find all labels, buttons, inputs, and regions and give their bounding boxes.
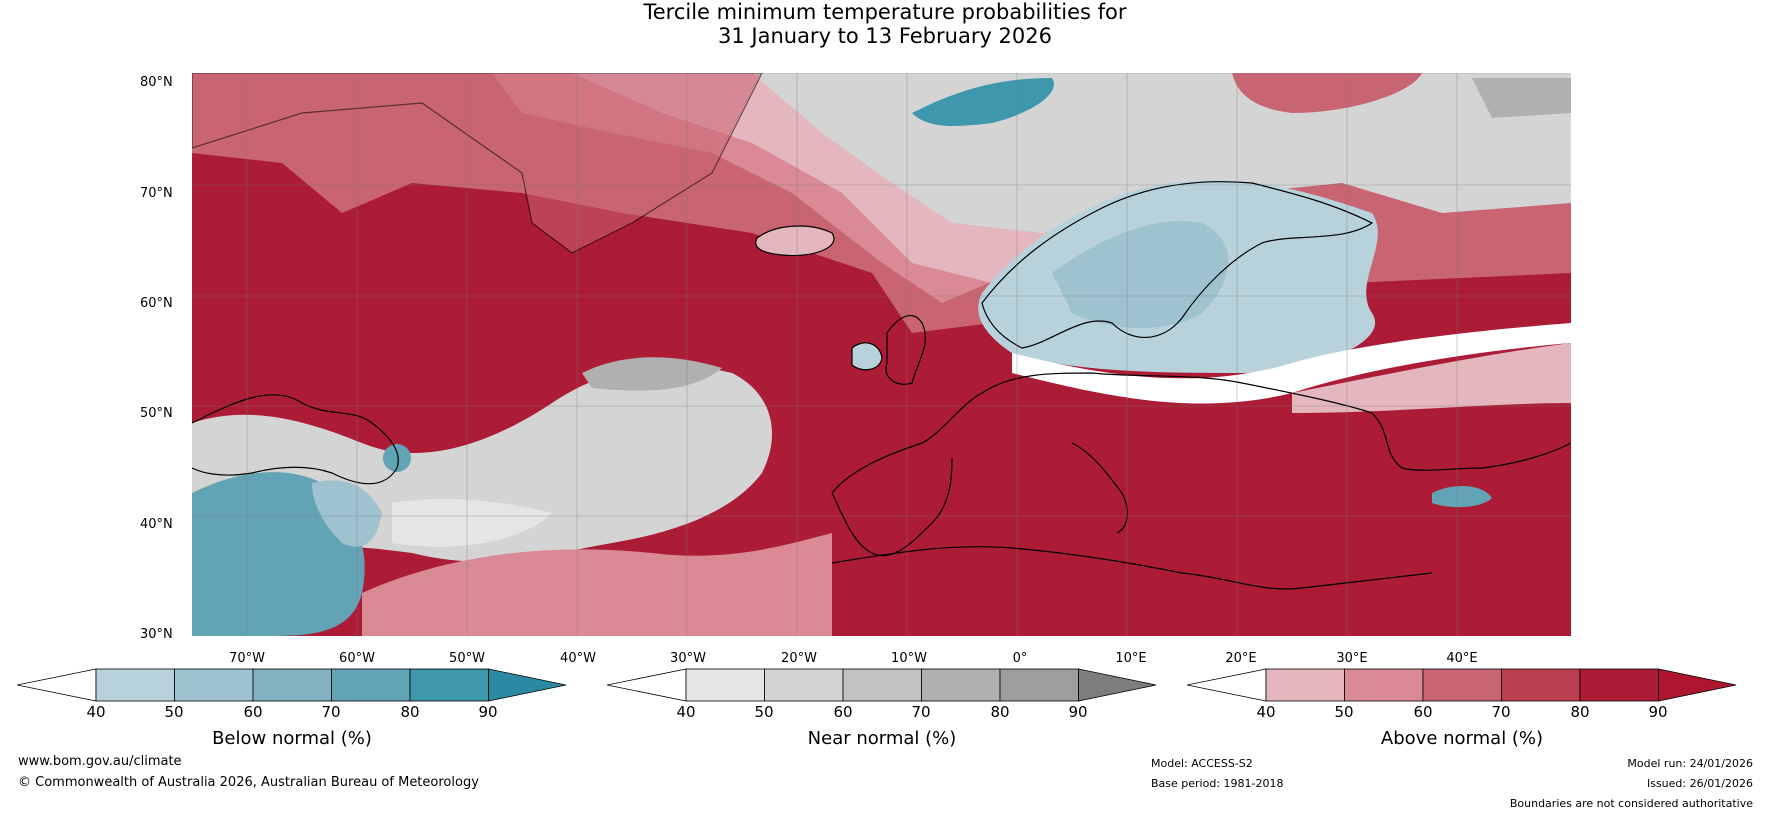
region-below-svalbard: [912, 78, 1054, 126]
bom-climate-link[interactable]: www.bom.gov.au/climate: [18, 754, 182, 769]
colorbar-near-tick: 50: [754, 703, 774, 721]
colorbar-below-seg-5: [409, 668, 489, 702]
map-canvas: [192, 73, 1571, 636]
colorbar-above-tick: 40: [1256, 703, 1276, 721]
lon-label-40w: 40°W: [560, 651, 596, 666]
colorbar-near-seg-3: [842, 668, 922, 702]
lat-label-30n: 30°N: [140, 627, 173, 642]
colorbar-below-seg-1: [95, 668, 175, 702]
model-run-text: Model run: 24/01/2026: [1627, 757, 1753, 770]
region-near-arctic-dark: [1472, 78, 1571, 118]
colorbar-above-extend-high: [1658, 668, 1737, 702]
lon-label-10e: 10°E: [1115, 651, 1147, 666]
colorbar-above-tick: 50: [1334, 703, 1354, 721]
colorbar-below-tick: 80: [400, 703, 420, 721]
colorbar-above-seg-4: [1501, 668, 1581, 702]
colorbar-below-seg-4: [331, 668, 411, 702]
colorbar-near-extend-low: [607, 668, 687, 702]
colorbar-near-seg-5: [999, 668, 1079, 702]
colorbar-near-tick: 90: [1068, 703, 1088, 721]
colorbar-above-tick: 60: [1413, 703, 1433, 721]
copyright-text: © Commonwealth of Australia 2026, Austra…: [18, 775, 479, 790]
colorbar-below-label: Below normal (%): [212, 728, 372, 749]
colorbar-near-seg-2: [764, 668, 844, 702]
land-greenland: [192, 73, 763, 254]
title-line-2: 31 January to 13 February 2026: [717, 24, 1052, 48]
lon-label-10w: 10°W: [891, 651, 927, 666]
region-above-40-east: [1292, 343, 1571, 413]
colorbar-above-seg-1: [1265, 668, 1345, 702]
model-text: Model: ACCESS-S2: [1151, 757, 1253, 770]
colorbar-below: [17, 668, 567, 702]
colorbar-near: [607, 668, 1157, 702]
colorbar-near-tick: 70: [911, 703, 931, 721]
colorbar-above-seg-5: [1579, 668, 1659, 702]
colorbar-below-tick: 90: [478, 703, 498, 721]
colorbar-near-tick: 40: [676, 703, 696, 721]
colorbar-above-label: Above normal (%): [1380, 728, 1544, 749]
colorbar-above-seg-2: [1344, 668, 1424, 702]
lon-label-50w: 50°W: [449, 651, 485, 666]
colorbar-below-tick: 50: [164, 703, 184, 721]
colorbar-above-seg-3: [1422, 668, 1502, 702]
land-ireland: [851, 342, 883, 371]
region-below-scandinavia-mid: [1052, 221, 1229, 328]
disclaimer-text: Boundaries are not considered authoritat…: [1509, 797, 1753, 810]
colorbar-below-seg-3: [252, 668, 332, 702]
title-line-1: Tercile minimum temperature probabilitie…: [643, 0, 1127, 24]
colorbar-above: [1187, 668, 1737, 702]
region-below-caucasus: [1432, 486, 1492, 508]
colorbar-below-tick: 60: [243, 703, 263, 721]
region-above-southern-belt: [362, 533, 832, 636]
land-italy: [1071, 442, 1129, 534]
region-near-atlantic-light: [392, 498, 552, 547]
land-europe-coast: [831, 372, 1571, 494]
land-scandinavia: [981, 181, 1374, 349]
issued-text: Issued: 26/01/2026: [1646, 777, 1753, 790]
colorbar-below-tick: 40: [86, 703, 106, 721]
colorbar-near-tick: 60: [833, 703, 853, 721]
colorbar-below-extend-high: [488, 668, 567, 702]
land-north-america: [192, 394, 399, 485]
lat-label-40n: 40°N: [140, 517, 173, 532]
colorbar-below-extend-low: [17, 668, 97, 702]
base-period-text: Base period: 1981-2018: [1151, 777, 1284, 790]
lat-label-60n: 60°N: [140, 296, 173, 311]
land-iberia: [831, 457, 953, 557]
colorbar-near-seg-1: [685, 668, 765, 702]
lon-label-20e: 20°E: [1225, 651, 1257, 666]
colorbar-below-tick: 70: [321, 703, 341, 721]
colorbar-below-seg-2: [174, 668, 254, 702]
lon-label-30w: 30°W: [670, 651, 706, 666]
lon-label-30e: 30°E: [1336, 651, 1368, 666]
colorbar-near-label: Near normal (%): [807, 728, 957, 749]
probability-map[interactable]: [192, 73, 1571, 636]
land-british-isles: [885, 315, 926, 385]
colorbar-above-tick: 80: [1570, 703, 1590, 721]
lon-label-0: 0°: [1012, 651, 1028, 666]
colorbar-near-tick: 80: [990, 703, 1010, 721]
lon-label-40e: 40°E: [1446, 651, 1478, 666]
lon-label-60w: 60°W: [339, 651, 375, 666]
colorbar-above-tick: 90: [1648, 703, 1668, 721]
colorbar-above-tick: 70: [1491, 703, 1511, 721]
colorbar-near-extend-high: [1078, 668, 1157, 702]
lat-label-80n: 80°N: [140, 75, 173, 90]
lat-label-70n: 70°N: [140, 186, 173, 201]
lat-label-50n: 50°N: [140, 406, 173, 421]
region-above-barents: [1232, 73, 1422, 113]
region-below-atlantic-spot: [383, 444, 411, 472]
colorbar-near-seg-4: [921, 668, 1001, 702]
lon-label-20w: 20°W: [781, 651, 817, 666]
land-iceland: [755, 225, 835, 257]
map-title: Tercile minimum temperature probabilitie…: [0, 0, 1770, 48]
region-neutral-band: [1012, 323, 1571, 404]
region-below-us-coast-light: [312, 480, 382, 547]
lon-label-70w: 70°W: [229, 651, 265, 666]
graticule: [192, 73, 1571, 636]
land-north-africa: [831, 546, 1433, 590]
colorbar-above-extend-low: [1187, 668, 1267, 702]
